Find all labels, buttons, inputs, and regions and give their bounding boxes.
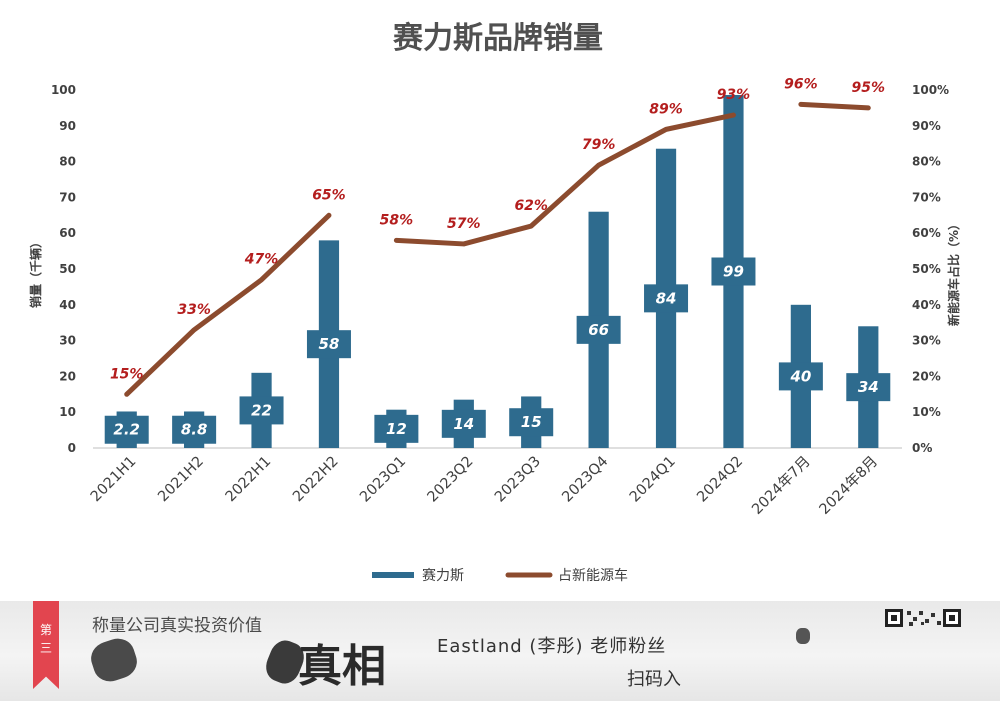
line-data-label: 89% — [649, 101, 683, 117]
line-data-label: 58% — [380, 212, 414, 228]
bar-data-labels: 2.2 8.8 22 58 12 14 15 66 84 99 40 34 — [104, 257, 891, 444]
category-label: 2023Q2 — [425, 454, 477, 506]
left-tick-label: 70 — [59, 190, 76, 204]
right-tick-label: 80% — [912, 155, 941, 169]
bar-label-box — [374, 414, 419, 443]
category-label: 2024Q2 — [694, 454, 746, 506]
legend-label-bar: 赛力斯 — [422, 568, 464, 584]
line-data-label: 96% — [784, 76, 818, 92]
bar-data-label: 8.8 — [181, 421, 208, 439]
bar-label-box — [778, 362, 823, 391]
right-tick-label: 20% — [912, 369, 941, 383]
ribbon-char-2: 三 — [39, 641, 52, 655]
bar-label-box — [576, 315, 621, 344]
qr-code-icon[interactable] — [885, 609, 961, 627]
category-label: 2021H2 — [155, 454, 207, 506]
category-label: 2023Q3 — [492, 454, 544, 506]
line-data-label: 65% — [312, 187, 346, 203]
left-axis-title: 销量（千辆） — [28, 236, 43, 308]
line-data-label: 62% — [514, 198, 548, 214]
promo-banner[interactable]: 第 三 — [0, 601, 1000, 701]
line-data-labels: 15% 33% 47% 65% 58% 57% 62% 79% 89% 93% 96% 95% — [110, 76, 885, 382]
bar-data-label: 84 — [656, 289, 677, 307]
bar-series — [116, 95, 879, 449]
line-data-label: 57% — [447, 216, 481, 232]
chart: 赛力斯品牌销量 0 10 20 30 40 50 60 70 80 90 100 0% 10% 20% 3… — [28, 21, 961, 584]
legend-swatch-bar — [372, 572, 414, 578]
line-segment — [798, 101, 871, 111]
bar-label-box — [441, 409, 486, 438]
bar-label-box — [172, 415, 217, 444]
right-tick-label: 50% — [912, 262, 941, 276]
bar-data-label: 14 — [453, 415, 474, 433]
line-data-label: 93% — [717, 87, 751, 103]
bar-data-label: 40 — [789, 367, 811, 385]
category-label: 2024Q1 — [627, 454, 679, 506]
left-tick-label: 0 — [68, 441, 76, 455]
line-segment — [393, 112, 736, 247]
line-series — [124, 101, 871, 397]
bar-data-label: 12 — [386, 420, 407, 438]
category-label: 2024年8月 — [816, 453, 881, 518]
bar-label-box — [509, 408, 554, 437]
banner-tagline: 称量公司真实投资价值 — [92, 616, 262, 636]
bar-data-label: 58 — [319, 335, 340, 353]
legend-label-line: 占新能源车 — [558, 567, 628, 584]
left-tick-label: 80 — [59, 155, 76, 169]
left-tick-label: 60 — [59, 226, 76, 240]
bar-label-box — [104, 415, 149, 444]
bar-label-box — [711, 257, 756, 286]
bar-label-box — [644, 284, 689, 313]
bar-data-label: 99 — [723, 263, 744, 281]
ribbon-char-1: 第 — [39, 623, 52, 637]
bar-data-label: 66 — [588, 321, 609, 339]
right-tick-label: 100% — [912, 83, 949, 97]
left-tick-label: 10 — [59, 405, 76, 419]
right-axis: 0% 10% 20% 30% 40% 50% 60% 70% 80% 90% 100% — [912, 83, 949, 455]
bar-data-label: 2.2 — [113, 421, 140, 439]
legend: 赛力斯 占新能源车 — [372, 567, 628, 584]
bar-data-label: 22 — [251, 401, 272, 419]
right-tick-label: 10% — [912, 405, 941, 419]
bar-label-box — [239, 396, 284, 425]
banner-scan-text[interactable]: 扫码入 — [627, 669, 681, 690]
right-tick-label: 0% — [912, 441, 932, 455]
banner-ribbon: 第 三 — [33, 601, 59, 689]
left-tick-label: 100 — [51, 83, 76, 97]
category-label: 2021H1 — [88, 454, 140, 506]
left-tick-label: 50 — [59, 262, 76, 276]
left-tick-label: 40 — [59, 298, 76, 312]
category-label: 2022H2 — [290, 454, 342, 506]
left-tick-label: 20 — [59, 369, 76, 383]
line-data-label: 33% — [177, 302, 211, 318]
right-tick-label: 30% — [912, 334, 941, 348]
bar-data-label: 15 — [521, 413, 542, 431]
left-tick-label: 30 — [59, 334, 76, 348]
category-label: 2023Q1 — [357, 454, 409, 506]
line-segment — [124, 212, 332, 397]
banner-fans-text: Eastland (李彤) 老师粉丝 — [437, 636, 667, 657]
line-data-label: 15% — [110, 366, 144, 382]
category-axis: 2021H1 2021H2 2022H1 2022H2 2023Q1 2023Q2 2023… — [88, 453, 881, 518]
left-axis: 0 10 20 30 40 50 60 70 80 90 100 — [51, 83, 76, 455]
bar-label-box — [306, 330, 351, 359]
banner-headline: 真相 — [298, 641, 386, 692]
left-tick-label: 90 — [59, 119, 76, 133]
right-tick-label: 70% — [912, 190, 941, 204]
right-tick-label: 90% — [912, 119, 941, 133]
banner-smudge — [796, 628, 810, 644]
category-label: 2022H1 — [223, 454, 275, 506]
right-axis-title: 新能源车占比（%） — [946, 218, 961, 326]
line-data-label: 79% — [582, 137, 616, 153]
chart-title: 赛力斯品牌销量 — [393, 21, 603, 56]
category-label: 2023Q4 — [559, 454, 611, 506]
line-data-label: 95% — [852, 80, 886, 96]
category-label: 2024年7月 — [749, 453, 814, 518]
bar-data-label: 34 — [858, 378, 879, 396]
bar-label-box — [846, 373, 891, 402]
right-tick-label: 40% — [912, 298, 941, 312]
right-tick-label: 60% — [912, 226, 941, 240]
line-data-label: 47% — [244, 252, 279, 268]
